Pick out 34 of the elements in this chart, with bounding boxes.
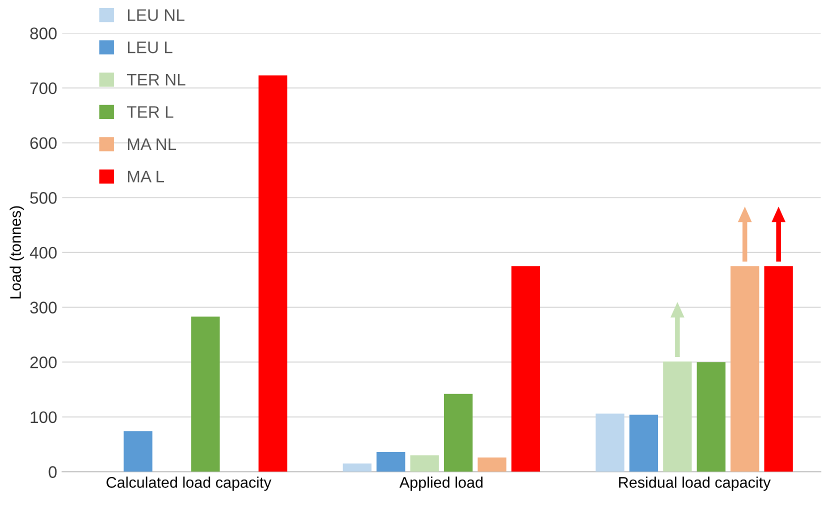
bar [342,464,372,472]
bar [376,452,406,472]
legend-label: LEU NL [128,9,184,22]
y-tick-label: 300 [30,302,57,314]
y-axis-title: Load (tonnes) [10,206,24,298]
bar [764,266,793,472]
legend-label: LEU L [128,42,172,54]
y-tick-label: 700 [30,82,57,94]
bar [444,394,473,472]
bar [511,266,540,472]
y-tick-label: 0 [48,466,57,478]
y-tick-label: 100 [30,411,57,424]
x-tick-label: Applied load [399,476,483,491]
bar [191,316,220,472]
y-tick-label: 200 [30,356,57,368]
bar [596,414,624,472]
bar [663,362,692,472]
x-tick-label: Residual load capacity [619,476,771,491]
bar [410,455,439,472]
y-tick-label: 600 [30,137,57,150]
y-tick-label: 400 [30,246,57,259]
legend-label: TER NL [126,74,186,86]
bar [124,431,152,472]
bar [478,457,506,472]
y-tick-label: 800 [30,28,57,40]
legend-label: MA L [128,170,164,182]
legend-label: MA NL [128,138,176,150]
bar [258,75,288,472]
legend-label: TER L [126,106,174,118]
bar [730,266,760,472]
bar [629,414,658,472]
y-tick-label: 500 [30,192,57,204]
x-tick-label: Calculated load capacity [106,476,272,491]
bar [696,362,726,472]
